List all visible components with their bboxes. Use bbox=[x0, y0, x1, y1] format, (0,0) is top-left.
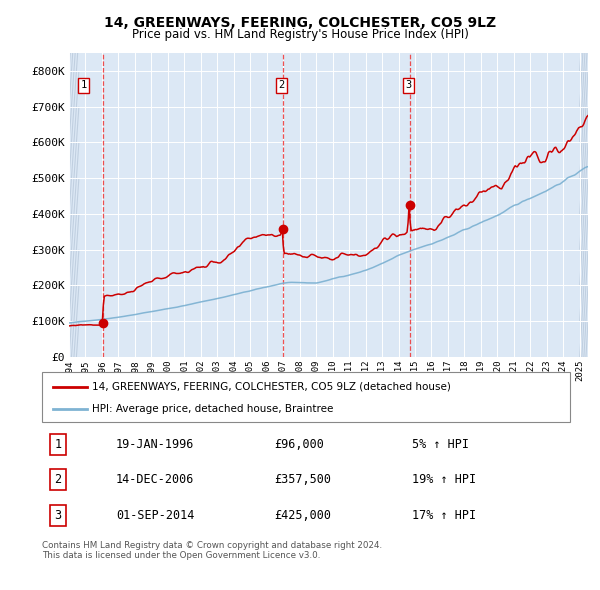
Text: 01-SEP-2014: 01-SEP-2014 bbox=[116, 509, 194, 522]
Text: 19-JAN-1996: 19-JAN-1996 bbox=[116, 438, 194, 451]
Text: 5% ↑ HPI: 5% ↑ HPI bbox=[412, 438, 469, 451]
Text: 1: 1 bbox=[80, 80, 87, 90]
Text: 1: 1 bbox=[54, 438, 61, 451]
FancyBboxPatch shape bbox=[42, 372, 570, 422]
Text: 2: 2 bbox=[54, 473, 61, 486]
Text: £96,000: £96,000 bbox=[274, 438, 324, 451]
Text: £357,500: £357,500 bbox=[274, 473, 331, 486]
Text: £425,000: £425,000 bbox=[274, 509, 331, 522]
Text: Contains HM Land Registry data © Crown copyright and database right 2024.
This d: Contains HM Land Registry data © Crown c… bbox=[42, 541, 382, 560]
Text: 17% ↑ HPI: 17% ↑ HPI bbox=[412, 509, 476, 522]
Text: 14-DEC-2006: 14-DEC-2006 bbox=[116, 473, 194, 486]
Text: Price paid vs. HM Land Registry's House Price Index (HPI): Price paid vs. HM Land Registry's House … bbox=[131, 28, 469, 41]
Text: 3: 3 bbox=[405, 80, 412, 90]
Text: 2: 2 bbox=[278, 80, 284, 90]
Text: 3: 3 bbox=[54, 509, 61, 522]
Text: HPI: Average price, detached house, Braintree: HPI: Average price, detached house, Brai… bbox=[92, 404, 334, 414]
Text: 14, GREENWAYS, FEERING, COLCHESTER, CO5 9LZ: 14, GREENWAYS, FEERING, COLCHESTER, CO5 … bbox=[104, 16, 496, 30]
Text: 19% ↑ HPI: 19% ↑ HPI bbox=[412, 473, 476, 486]
Text: 14, GREENWAYS, FEERING, COLCHESTER, CO5 9LZ (detached house): 14, GREENWAYS, FEERING, COLCHESTER, CO5 … bbox=[92, 382, 451, 392]
